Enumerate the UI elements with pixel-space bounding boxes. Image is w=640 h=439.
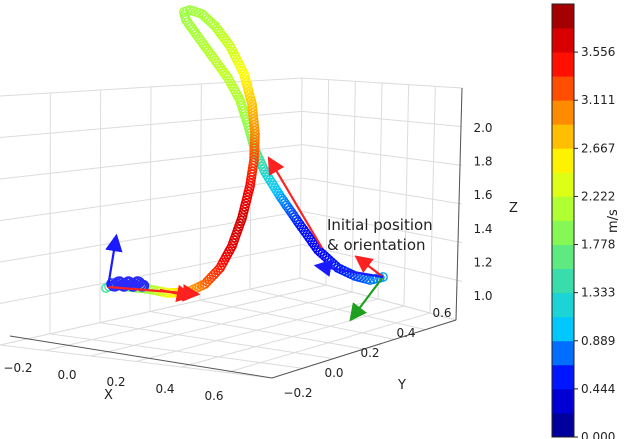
colorbar-segment bbox=[552, 4, 574, 29]
colorbar-segment bbox=[552, 100, 574, 125]
trajectory-marker bbox=[268, 180, 279, 191]
colorbar-segment bbox=[552, 316, 574, 342]
colorbar-tick-label: 2.222 bbox=[581, 189, 615, 203]
colorbar-segment bbox=[552, 340, 574, 366]
colorbar-segment bbox=[552, 244, 574, 270]
colorbar-segment bbox=[552, 28, 574, 53]
x-axis-label: X bbox=[104, 388, 113, 403]
x-tick-label: −0.2 bbox=[3, 361, 32, 375]
trajectory-marker bbox=[273, 188, 284, 199]
orientation-frames bbox=[105, 156, 384, 322]
z-tick-label: 1.2 bbox=[473, 255, 492, 269]
colorbar-tick-label: 0.889 bbox=[581, 334, 615, 348]
colorbar-segment bbox=[552, 268, 574, 294]
z-tick-label: 1.4 bbox=[473, 222, 492, 236]
trajectory-marker bbox=[223, 38, 234, 49]
trajectory-marker bbox=[275, 191, 285, 201]
y-axis-label: Y bbox=[397, 378, 406, 393]
z-tick-labels: 1.0 1.2 1.4 1.6 1.8 2.0 bbox=[473, 121, 492, 303]
z-tick-label: 1.6 bbox=[473, 188, 492, 202]
x-tick-label: 0.2 bbox=[106, 375, 125, 389]
colorbar-tick-labels: 0.000 0.444 0.889 1.333 1.778 2.222 2.667 3.111… bbox=[574, 45, 615, 439]
colorbar-segment bbox=[552, 124, 574, 149]
colorbar-segment bbox=[552, 172, 574, 197]
x-tick-label: 0.4 bbox=[155, 382, 174, 396]
colorbar-tick-label: 0.444 bbox=[581, 382, 615, 396]
colorbar-segment bbox=[552, 196, 574, 221]
trajectory-marker bbox=[281, 200, 292, 211]
trajectory bbox=[101, 5, 388, 298]
trajectory-marker bbox=[294, 219, 305, 230]
colorbar-tick-label: 3.556 bbox=[581, 45, 615, 59]
z-tick-label: 1.8 bbox=[473, 155, 492, 169]
frame-arrow-x bbox=[354, 255, 384, 278]
colorbar-segment bbox=[552, 364, 574, 390]
axes-panes bbox=[0, 77, 463, 379]
y-tick-label: 0.0 bbox=[324, 366, 343, 380]
trajectory-marker bbox=[289, 212, 300, 223]
colorbar-tick-label: 2.667 bbox=[581, 141, 615, 155]
frame-arrow-y bbox=[349, 276, 384, 322]
colorbar-segment bbox=[552, 412, 574, 438]
z-axis-label: Z bbox=[509, 201, 518, 216]
z-tick-label: 1.0 bbox=[473, 289, 492, 303]
annotation-line2: & orientation bbox=[327, 236, 426, 254]
trajectory-marker bbox=[270, 183, 280, 193]
z-tick-label: 2.0 bbox=[473, 121, 492, 135]
colorbar-segment bbox=[552, 52, 574, 77]
colorbar-tick-label: 1.333 bbox=[581, 286, 615, 300]
colorbar-segment bbox=[552, 148, 574, 173]
frame-arrow-x bbox=[159, 284, 195, 303]
x-tick-labels: −0.2 0.0 0.2 0.4 0.6 bbox=[3, 361, 223, 403]
y-tick-label: −0.2 bbox=[283, 386, 312, 400]
colorbar-tick-label: 0.000 bbox=[581, 430, 615, 439]
colorbar-label: m/s bbox=[606, 209, 621, 233]
colorbar-segment bbox=[552, 388, 574, 414]
colorbar bbox=[551, 3, 575, 438]
trajectory-marker bbox=[276, 193, 287, 204]
frame-arrow-x bbox=[267, 156, 323, 249]
colorbar-segment bbox=[552, 220, 574, 245]
y-tick-labels: −0.2 0.0 0.2 0.4 0.6 bbox=[283, 306, 451, 400]
y-tick-label: 0.6 bbox=[432, 306, 451, 320]
colorbar-tick-label: 3.111 bbox=[581, 93, 615, 107]
colorbar-segment bbox=[552, 292, 574, 318]
colorbar-segment bbox=[552, 76, 574, 101]
annotation-line1: Initial position bbox=[327, 216, 433, 234]
colorbar-tick-label: 1.778 bbox=[581, 238, 615, 252]
frame-arrow-z bbox=[105, 233, 123, 288]
frame-arrow-z bbox=[313, 259, 384, 279]
y-tick-label: 0.2 bbox=[360, 346, 379, 360]
y-tick-label: 0.4 bbox=[396, 326, 415, 340]
x-tick-label: 0.6 bbox=[204, 389, 223, 403]
x-tick-label: 0.0 bbox=[57, 368, 76, 382]
